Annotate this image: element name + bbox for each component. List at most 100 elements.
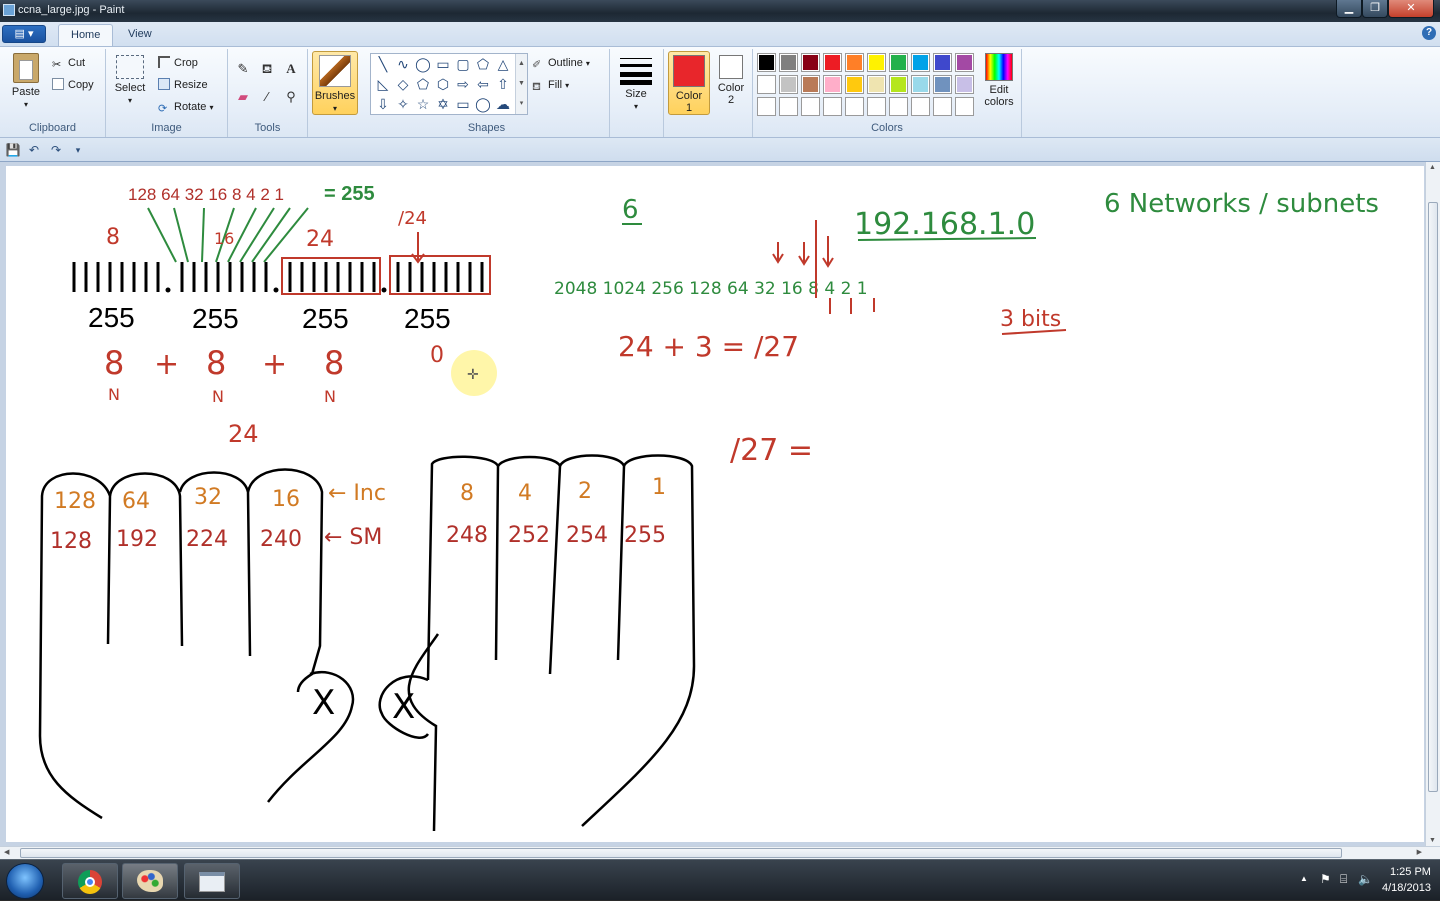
palette-swatch[interactable] (823, 97, 842, 116)
maximize-button[interactable]: ❐ (1362, 0, 1388, 18)
palette-swatch[interactable] (867, 97, 886, 116)
color1-button[interactable]: Color 1 (668, 51, 710, 115)
up-arrow-shape-icon[interactable]: ⇧ (497, 76, 509, 92)
tab-home[interactable]: Home (58, 24, 114, 46)
palette-swatch[interactable] (911, 53, 930, 72)
palette-swatch[interactable] (779, 75, 798, 94)
help-icon[interactable]: ? (1422, 26, 1436, 40)
rotate-button[interactable]: ⟳ Rotate ▾ (158, 101, 214, 115)
tab-view[interactable]: View (128, 28, 152, 40)
fill-bucket-icon[interactable]: ⛾ (261, 61, 273, 76)
color2-button[interactable]: Color 2 (713, 55, 749, 106)
palette-swatch[interactable] (867, 53, 886, 72)
drawing-canvas[interactable]: 128 64 32 16 8 4 2 1 = 255 8 16 24 /24 2… (6, 166, 1424, 842)
palette-swatch[interactable] (757, 75, 776, 94)
volume-icon[interactable]: 🔈 (1358, 872, 1373, 886)
scroll-right-icon[interactable]: ▶ (1416, 849, 1422, 856)
vertical-scrollbar[interactable]: ▲ ▼ (1425, 162, 1440, 846)
five-point-star-shape-icon[interactable]: ☆ (416, 96, 430, 112)
palette-swatch[interactable] (801, 53, 820, 72)
outline-button[interactable]: ✐ Outline ▾ (532, 57, 590, 71)
scroll-up-icon[interactable]: ▲ (1429, 164, 1436, 171)
palette-swatch[interactable] (933, 53, 952, 72)
palette-swatch[interactable] (889, 97, 908, 116)
start-button[interactable] (6, 863, 44, 899)
palette-swatch[interactable] (889, 75, 908, 94)
four-point-star-shape-icon[interactable]: ✧ (397, 96, 409, 112)
resize-button[interactable]: Resize (158, 76, 208, 94)
shapes-gallery[interactable]: ╲ ∿ ◯ ▭ ▢ ⬠ △ ◺ ◇ ⬠ ⬡ ⇨ ⇦ ⇧ ⇩ ✧ ☆ ✡ ▭ ◯ … (370, 53, 528, 115)
crop-button[interactable]: Crop (158, 54, 198, 72)
callout-oval-shape-icon[interactable]: ◯ (475, 96, 491, 112)
six-point-star-shape-icon[interactable]: ✡ (437, 96, 449, 112)
palette-swatch[interactable] (757, 97, 776, 116)
rounded-rect-shape-icon[interactable]: ▢ (456, 56, 470, 72)
clock-date[interactable]: 4/18/2013 (1382, 882, 1431, 894)
horizontal-scroll-thumb[interactable] (20, 848, 1342, 858)
palette-swatch[interactable] (933, 75, 952, 94)
clock-time[interactable]: 1:25 PM (1390, 866, 1431, 878)
fill-button[interactable]: ⛾ Fill ▾ (532, 79, 570, 93)
cut-button[interactable]: ✂ Cut (52, 54, 85, 72)
pencil-icon[interactable]: ✎ (237, 61, 249, 76)
palette-swatch[interactable] (911, 97, 930, 116)
pentagon-shape-icon[interactable]: ⬠ (416, 76, 430, 92)
eraser-icon[interactable]: ▰ (238, 89, 248, 104)
right-triangle-shape-icon[interactable]: ◺ (377, 76, 389, 92)
vertical-scroll-thumb[interactable] (1428, 202, 1438, 792)
polygon-shape-icon[interactable]: ⬠ (476, 56, 490, 72)
chrome-taskbar-button[interactable] (62, 863, 118, 899)
palette-swatch[interactable] (867, 75, 886, 94)
horizontal-scrollbar[interactable]: ◀ ▶ (0, 846, 1440, 859)
palette-swatch[interactable] (845, 75, 864, 94)
palette-swatch[interactable] (801, 75, 820, 94)
paint-menu-button[interactable]: ▤ ▾ (2, 25, 46, 43)
copy-button[interactable]: Copy (52, 76, 94, 94)
palette-swatch[interactable] (823, 75, 842, 94)
line-shape-icon[interactable]: ╲ (378, 56, 388, 72)
right-arrow-shape-icon[interactable]: ⇨ (457, 76, 469, 92)
minimize-button[interactable]: ▁ (1336, 0, 1362, 18)
curve-shape-icon[interactable]: ∿ (397, 56, 409, 72)
flag-icon[interactable]: ⚑ (1320, 872, 1331, 886)
window-taskbar-button[interactable] (184, 863, 240, 899)
redo-icon[interactable]: ↷ (50, 143, 62, 157)
brushes-button[interactable]: Brushes ▾ (312, 51, 358, 115)
palette-swatch[interactable] (911, 75, 930, 94)
oval-shape-icon[interactable]: ◯ (415, 56, 431, 72)
left-arrow-shape-icon[interactable]: ⇦ (477, 76, 489, 92)
palette-swatch[interactable] (801, 97, 820, 116)
palette-swatch[interactable] (779, 97, 798, 116)
down-arrow-shape-icon[interactable]: ⇩ (377, 96, 389, 112)
shapes-scroll[interactable]: ▲ ▼ ▾ (515, 54, 527, 114)
palette-swatch[interactable] (955, 53, 974, 72)
customize-qat-icon[interactable]: ▾ (75, 145, 81, 155)
palette-swatch[interactable] (779, 53, 798, 72)
palette-swatch[interactable] (757, 53, 776, 72)
edit-colors-button[interactable]: Edit colors (979, 53, 1019, 108)
triangle-shape-icon[interactable]: △ (497, 56, 509, 72)
diamond-shape-icon[interactable]: ◇ (397, 76, 409, 92)
scroll-down-icon[interactable]: ▼ (1429, 837, 1436, 844)
callout-rect-shape-icon[interactable]: ▭ (456, 96, 470, 112)
callout-cloud-shape-icon[interactable]: ☁ (496, 96, 510, 112)
magnifier-icon[interactable]: ⚲ (286, 89, 296, 104)
close-button[interactable]: ✕ (1388, 0, 1434, 18)
rectangle-shape-icon[interactable]: ▭ (436, 56, 450, 72)
scroll-left-icon[interactable]: ◀ (4, 849, 10, 856)
paste-button[interactable]: Paste ▾ (6, 53, 46, 111)
text-tool-icon[interactable]: A (286, 61, 296, 76)
palette-swatch[interactable] (845, 97, 864, 116)
select-button[interactable]: Select ▾ (112, 55, 148, 107)
palette-swatch[interactable] (845, 53, 864, 72)
tray-expand-icon[interactable]: ▲ (1300, 874, 1308, 883)
color-picker-icon[interactable]: ⁄ (265, 89, 269, 104)
save-icon[interactable]: 💾 (5, 143, 21, 157)
palette-swatch[interactable] (955, 75, 974, 94)
palette-swatch[interactable] (933, 97, 952, 116)
palette-swatch[interactable] (823, 53, 842, 72)
size-button[interactable]: Size ▾ (616, 55, 656, 113)
palette-swatch[interactable] (889, 53, 908, 72)
undo-icon[interactable]: ↶ (28, 143, 40, 157)
palette-swatch[interactable] (955, 97, 974, 116)
